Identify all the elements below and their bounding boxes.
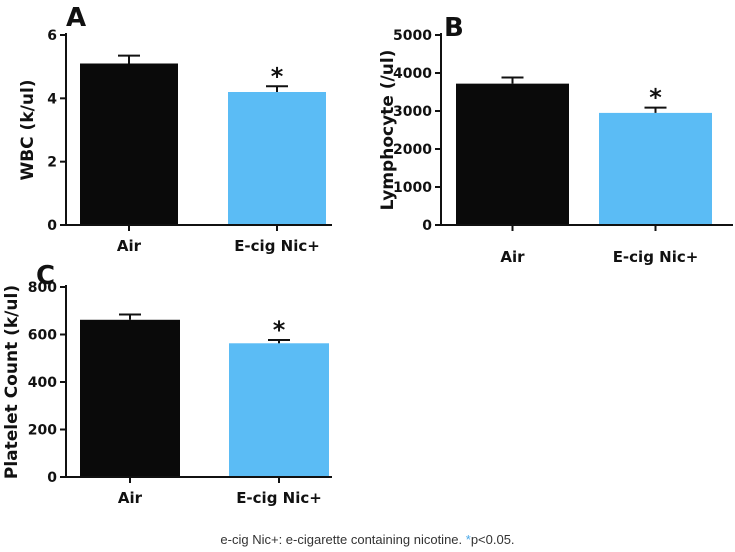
caption-suffix: p<0.05. [470,532,515,547]
panel-b: B Air * E-cig Nic+ 0 1000 2000 3000 4000 5000 Lymp… [378,13,733,266]
figure: A Air * E-cig Nic+ 0 2 4 6 WBC (k/ul) B Air * E-cig … [2,3,733,507]
bar [229,343,329,477]
y-tick-label: 1000 [393,180,432,196]
y-tick-label: 3000 [393,104,432,120]
y-tick-label: 0 [47,470,57,486]
panel-letter: B [444,13,464,43]
panel-letter: A [66,3,86,33]
bar [456,83,569,225]
category-label: E-cig Nic+ [234,237,320,255]
caption-star: * [465,532,471,547]
significance-mark: * [271,62,284,90]
category-label: Air [117,237,142,255]
y-tick-label: 2000 [393,142,432,158]
panel-c: C Air * E-cig Nic+ 0 200 400 600 800 Platelet Cou… [2,261,332,507]
figure-caption: e-cig Nic+: e-cigarette containing nicot… [0,532,735,547]
y-tick-label: 4 [47,91,57,107]
y-tick-label: 800 [28,280,57,296]
significance-mark: * [273,316,286,344]
y-tick-label: 6 [47,28,57,44]
bar [599,112,712,225]
y-tick-label: 200 [28,423,57,439]
y-tick-label: 400 [28,375,57,391]
bar [80,319,180,477]
y-axis-title: WBC (k/ul) [18,79,38,180]
caption-prefix: e-cig Nic+: e-cigarette containing nicot… [220,532,466,547]
y-tick-label: 600 [28,328,57,344]
category-label: Air [500,248,525,266]
category-label: E-cig Nic+ [236,489,322,507]
category-label: E-cig Nic+ [613,248,699,266]
y-tick-label: 0 [422,218,432,234]
panel-letter: C [36,261,55,291]
y-tick-label: 5000 [393,28,432,44]
y-tick-label: 4000 [393,66,432,82]
y-axis-title: Platelet Count (k/ul) [2,285,22,479]
y-tick-label: 0 [47,218,57,234]
y-tick-label: 2 [47,155,57,171]
y-axis-title: Lymphocyte (/ul) [378,50,398,211]
bar [80,63,178,225]
panel-a: A Air * E-cig Nic+ 0 2 4 6 WBC (k/ul) [18,3,332,255]
bar [228,92,326,225]
significance-mark: * [649,84,662,112]
category-label: Air [118,489,143,507]
